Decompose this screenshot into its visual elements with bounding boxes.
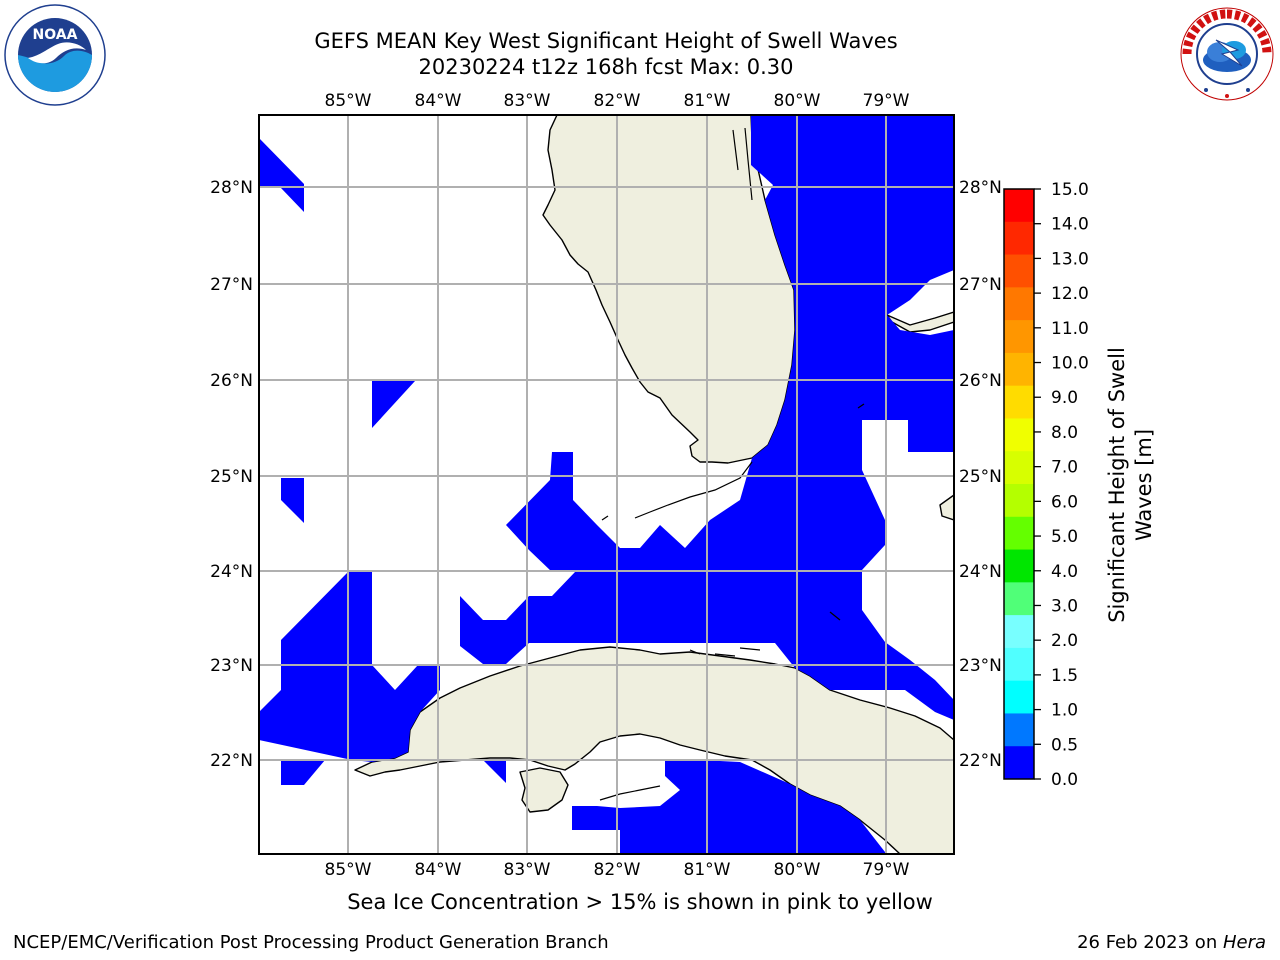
colorbar-cell [1004,647,1034,682]
colorbar-cell [1004,189,1034,223]
cuba-landmass [354,646,954,854]
colorbar-cell [1004,352,1034,387]
noaa-logo-text: NOAA [33,27,78,43]
colorbar-label-line1: Significant Height of Swell [1105,347,1129,623]
colorbar-cell [1004,713,1034,747]
colorbar-tick-label: 12.0 [1051,284,1089,304]
colorbar-cell [1004,549,1034,583]
chart-title: GEFS MEAN Key West Significant Height of… [314,29,898,53]
swell-region-south [572,760,885,854]
colorbar-tick-label: 10.0 [1051,354,1089,374]
colorbar-tick-label: 0.0 [1051,770,1078,790]
colorbar-tick-label: 1.0 [1051,701,1078,721]
colorbar-cell [1004,516,1034,551]
colorbar-cell [1004,615,1034,649]
lat-label-left: 28°N [210,178,253,198]
isla-juventud-landmass [519,767,569,813]
colorbar-tick-label: 13.0 [1051,249,1089,269]
bahamas-island [939,494,954,521]
lon-label-bottom: 79°W [863,860,910,880]
lat-label-right: 22°N [959,751,1002,771]
lon-label-top: 79°W [863,91,910,111]
colorbar-cell [1004,287,1034,321]
graticule [259,115,954,854]
lat-label-left: 27°N [210,275,253,295]
lon-label-top: 81°W [684,91,731,111]
swell-region-sw-patch [281,760,325,785]
lat-label-right: 23°N [959,656,1002,676]
lon-label-top: 82°W [594,91,641,111]
colorbar-tick-label: 7.0 [1051,458,1078,478]
lat-label-right: 27°N [959,275,1002,295]
colorbar-tick-label: 15.0 [1051,180,1089,200]
lat-label-left: 24°N [210,562,253,582]
colorbar-cell [1004,385,1034,419]
colorbar-cells [1004,189,1034,780]
lat-label-left: 23°N [210,656,253,676]
lat-label-left: 26°N [210,371,253,391]
colorbar-tick-label: 1.5 [1051,666,1078,686]
colorbar-tick-label: 3.0 [1051,596,1078,616]
colorbar-tick-label: 4.0 [1051,562,1078,582]
lon-label-top: 84°W [415,91,462,111]
lat-label-right: 28°N [959,178,1002,198]
colorbar-cell [1004,680,1034,714]
colorbar-cell [1004,746,1034,780]
colorbar-tick-label: 11.0 [1051,319,1089,339]
map-frame [258,114,955,855]
colorbar: 15.0 14.0 13.0 12.0 11.0 10.0 9.0 8.0 7.0 6.0 5.0 4… [1003,180,1089,790]
colorbar-tick-label: 6.0 [1051,492,1078,512]
credit-branch: NCEP/EMC/Verification Post Processing Pr… [13,932,609,953]
colorbar-cell [1004,418,1034,452]
swell-field [259,115,954,854]
credit-date-text: 26 Feb 2023 on [1077,932,1223,953]
colorbar-tick-label: 5.0 [1051,527,1078,547]
colorbar-cell [1004,484,1034,518]
swell-region-gulf-nw [259,138,304,212]
colorbar-tick-label: 9.0 [1051,388,1078,408]
chart-subtitle: 20230224 t12z 168h fcst Max: 0.30 [418,55,794,79]
lat-label-left: 22°N [210,751,253,771]
lon-label-bottom: 83°W [504,860,551,880]
colorbar-cell [1004,320,1034,354]
lat-label-left: 25°N [210,467,253,487]
bahamas-landmass [886,311,954,333]
colorbar-ticks: 15.0 14.0 13.0 12.0 11.0 10.0 9.0 8.0 7.0 6.0 5.0 4… [1034,180,1089,790]
swell-region-gulf-mid [372,381,415,428]
noaa-logo: NOAA [4,4,106,106]
swell-region-west [259,572,440,762]
lon-label-bottom: 82°W [594,860,641,880]
colorbar-tick-label: 14.0 [1051,215,1089,235]
sea-ice-note: Sea Ice Concentration > 15% is shown in … [347,890,933,914]
keys-coastline [599,127,865,801]
lon-label-bottom: 80°W [774,860,821,880]
colorbar-tick-label: 0.5 [1051,735,1078,755]
lon-label-top: 80°W [774,91,821,111]
colorbar-tick-label: 2.0 [1051,631,1078,651]
colorbar-cell [1004,221,1034,256]
lat-label-right: 26°N [959,371,1002,391]
colorbar-cell [1004,254,1034,288]
colorbar-cell [1004,451,1034,485]
lat-label-right: 24°N [959,562,1002,582]
nws-logo [1180,7,1274,101]
colorbar-cell [1004,582,1034,616]
land-layer [354,115,954,854]
lon-label-top: 83°W [504,91,551,111]
colorbar-frame [1003,188,1035,780]
swell-region-cuba-s-patch [483,760,506,783]
swell-region-gulf-w [281,478,304,523]
credit-host: Hera [1222,932,1266,953]
colorbar-tick-label: 8.0 [1051,423,1078,443]
credit-date: 26 Feb 2023 on Hera [1077,932,1266,953]
swell-region-east [460,115,954,720]
colorbar-label-line2: Waves [m] [1132,429,1156,541]
lat-label-right: 25°N [959,467,1002,487]
lon-label-bottom: 81°W [684,860,731,880]
lon-label-bottom: 84°W [415,860,462,880]
lon-label-top: 85°W [325,91,372,111]
lon-label-bottom: 85°W [325,860,372,880]
